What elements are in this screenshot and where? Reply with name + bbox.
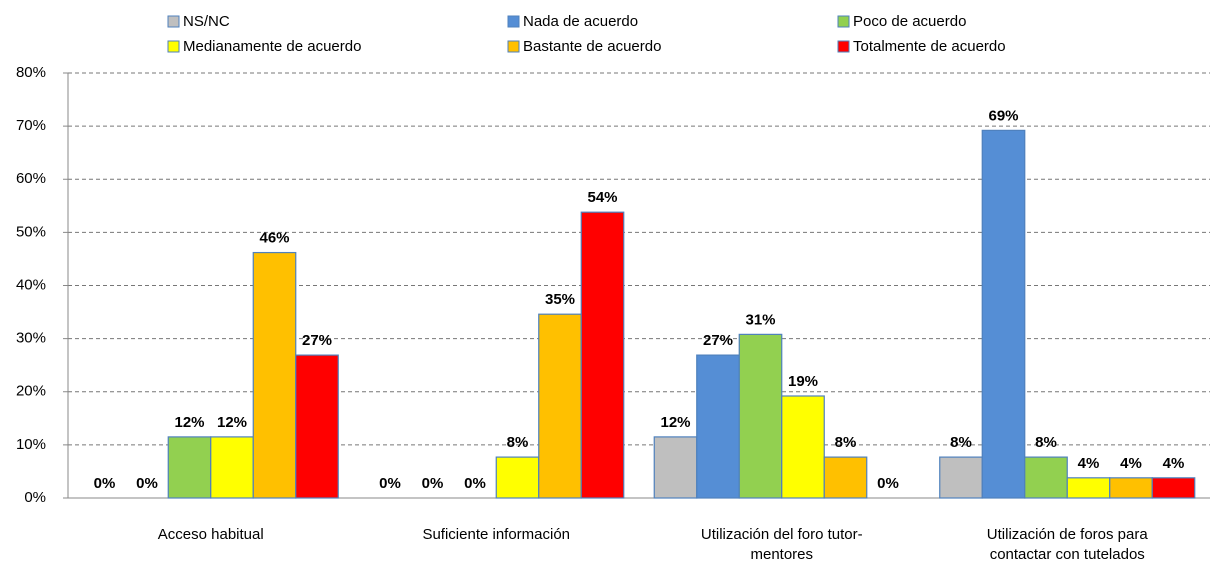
legend-label: Totalmente de acuerdo (853, 38, 1006, 55)
data-label: 8% (950, 434, 972, 451)
bar (252, 251, 297, 499)
y-tick-label: 30% (16, 330, 46, 347)
data-label: 69% (988, 107, 1018, 124)
bar (1024, 456, 1068, 499)
data-label: 12% (660, 414, 690, 431)
bar (781, 395, 825, 499)
bar (538, 313, 582, 499)
data-label: 12% (217, 414, 247, 431)
data-label: 46% (259, 230, 289, 247)
data-label: 35% (545, 291, 575, 308)
x-tick-label: Utilización de foros para contactar con … (986, 526, 1148, 563)
bar (495, 456, 540, 499)
data-label: 8% (835, 434, 857, 451)
x-tick-label: Utilización del foro tutor- mentores (700, 526, 863, 563)
data-label: 8% (1035, 434, 1057, 451)
bar (696, 354, 740, 499)
bar (653, 436, 698, 499)
y-tick-label: 60% (16, 170, 46, 187)
legend-swatch (837, 40, 850, 53)
x-tick-label: Suficiente información (422, 526, 571, 543)
bar (1151, 477, 1196, 499)
bar (580, 211, 625, 499)
x-tick-label: Acceso habitual (157, 526, 264, 543)
legend-swatch (837, 15, 850, 28)
legend-swatch (507, 40, 520, 53)
y-tick-label: 70% (16, 117, 46, 134)
data-label: 4% (1163, 455, 1185, 472)
data-label: 31% (745, 311, 775, 328)
data-label: 0% (464, 475, 486, 492)
bar (167, 436, 212, 499)
data-label: 19% (788, 373, 818, 390)
legend-label: Medianamente de acuerdo (183, 38, 361, 55)
legend-label: Poco de acuerdo (853, 13, 966, 30)
data-label: 27% (302, 332, 332, 349)
data-label: 12% (174, 414, 204, 431)
data-label: 0% (94, 475, 116, 492)
y-tick-label: 20% (16, 383, 46, 400)
data-label: 4% (1078, 455, 1100, 472)
y-tick-label: 80% (16, 64, 46, 81)
data-label: 0% (379, 475, 401, 492)
data-label: 54% (587, 189, 617, 206)
legend-label: Bastante de acuerdo (523, 38, 661, 55)
legend-swatch (167, 15, 180, 28)
data-label: 0% (422, 475, 444, 492)
legend-label: NS/NC (183, 13, 230, 30)
bar (210, 436, 254, 499)
legend-swatch (507, 15, 520, 28)
data-label: 27% (703, 332, 733, 349)
data-label: 4% (1120, 455, 1142, 472)
bar (823, 456, 868, 499)
legend-swatch (167, 40, 180, 53)
y-tick-label: 0% (24, 489, 46, 506)
data-label: 8% (507, 434, 529, 451)
y-tick-label: 10% (16, 436, 46, 453)
bar (1109, 477, 1153, 499)
bar (981, 129, 1026, 499)
bar (1066, 477, 1111, 499)
data-label: 0% (136, 475, 158, 492)
bar (295, 354, 339, 499)
bar (939, 456, 983, 499)
bar (738, 333, 783, 499)
data-label: 0% (877, 475, 899, 492)
y-tick-label: 50% (16, 223, 46, 240)
y-tick-label: 40% (16, 276, 46, 293)
legend-label: Nada de acuerdo (523, 13, 638, 30)
